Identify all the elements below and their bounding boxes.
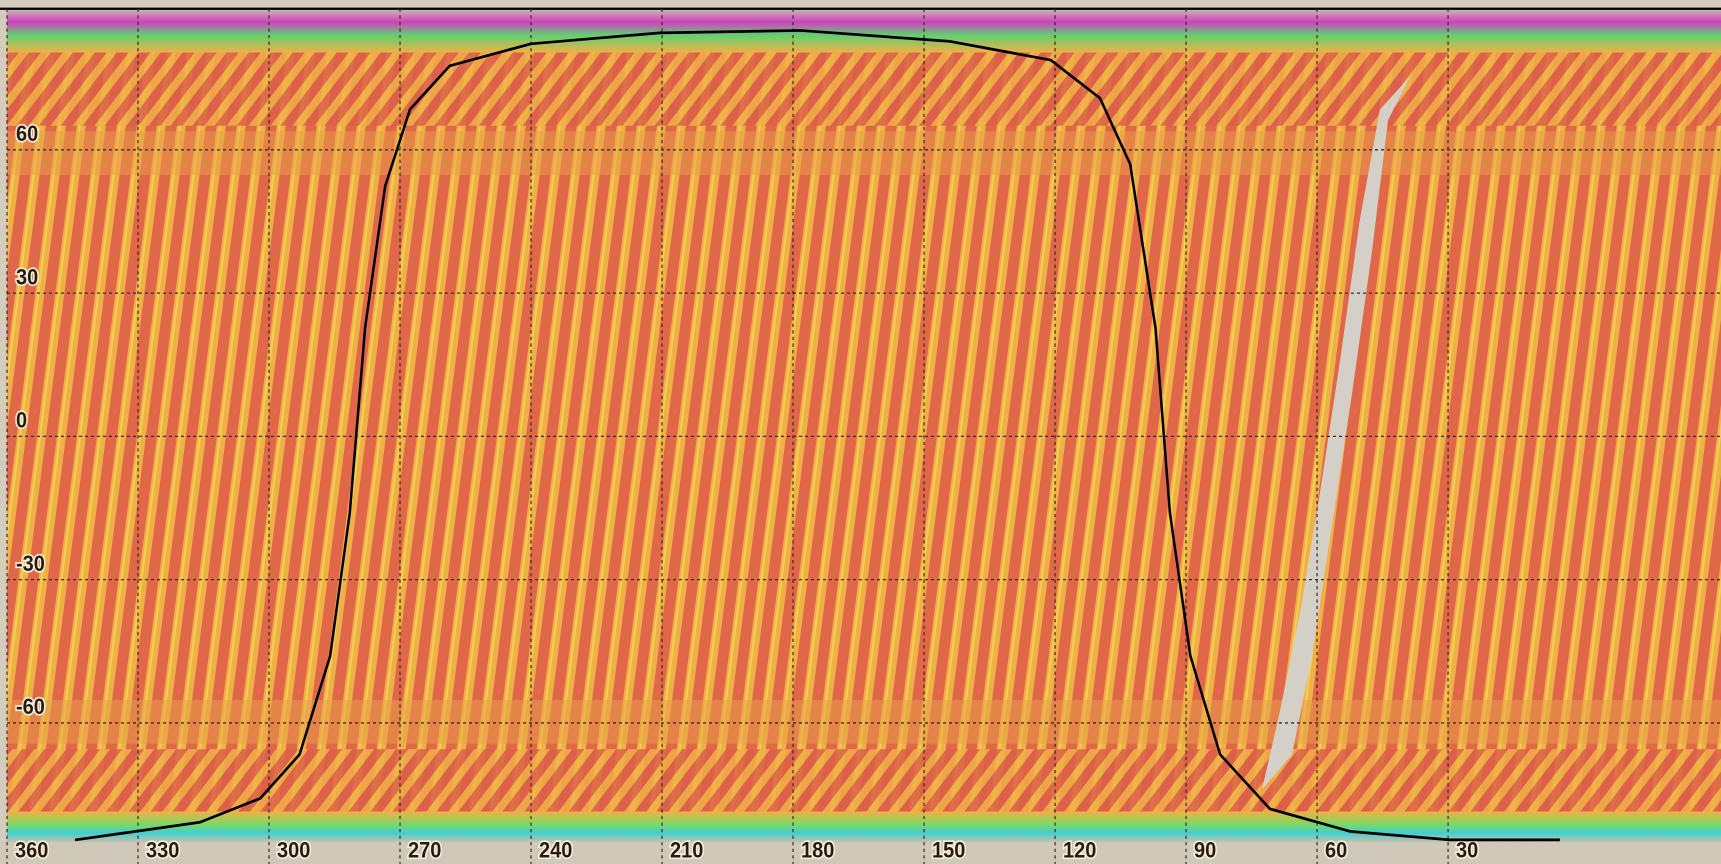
x-tick-label: 210 bbox=[670, 839, 703, 863]
polar-band bbox=[7, 9, 1721, 53]
x-tick-label: 150 bbox=[932, 839, 965, 863]
x-tick-label: 180 bbox=[801, 839, 834, 863]
y-tick-label: 0 bbox=[16, 409, 27, 433]
coverage-band bbox=[7, 131, 1721, 175]
polar-band bbox=[7, 812, 1721, 843]
x-tick-label: 240 bbox=[539, 839, 572, 863]
frame bbox=[0, 0, 1721, 9]
x-tick-label: 90 bbox=[1194, 839, 1216, 863]
x-tick-label: 360 bbox=[15, 839, 48, 863]
x-tick-label: 270 bbox=[408, 839, 441, 863]
x-tick-label: 60 bbox=[1325, 839, 1347, 863]
coverage-band bbox=[7, 749, 1721, 815]
y-tick-label: 60 bbox=[16, 122, 38, 146]
coverage-band bbox=[7, 700, 1721, 744]
coverage-band bbox=[7, 49, 1721, 126]
x-tick-label: 120 bbox=[1063, 839, 1096, 863]
x-tick-label: 330 bbox=[146, 839, 179, 863]
y-tick-label: -60 bbox=[16, 695, 45, 719]
map: 36033030027024021018015012090603060300-3… bbox=[0, 0, 1721, 864]
y-tick-label: 30 bbox=[16, 266, 38, 290]
x-tick-label: 300 bbox=[277, 839, 310, 863]
x-tick-label: 30 bbox=[1456, 839, 1478, 863]
y-tick-label: -30 bbox=[16, 552, 45, 576]
